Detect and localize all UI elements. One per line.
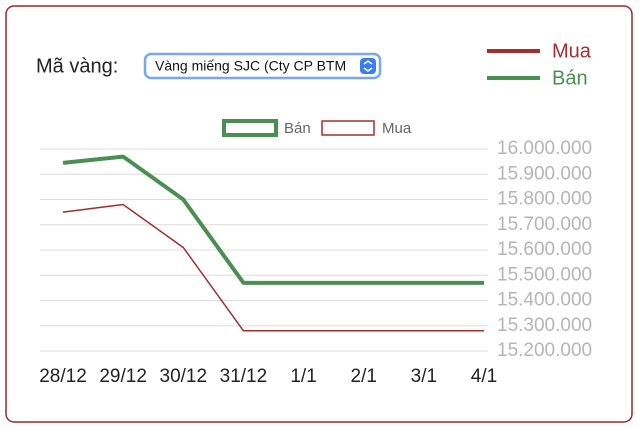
- frame: [5, 5, 633, 423]
- legend-label: Mua: [382, 120, 412, 137]
- y-tick-label: 15.300.000: [497, 315, 592, 336]
- x-tick-label: 28/12: [39, 366, 87, 387]
- legend-swatch: [321, 120, 375, 136]
- x-tick-label: 31/12: [220, 366, 268, 387]
- select-box[interactable]: [143, 52, 382, 80]
- select-value[interactable]: Vàng miếng SJC (Cty CP BTM: [155, 58, 346, 74]
- y-tick-label: 15.400.000: [497, 290, 592, 311]
- select-label: Mã vàng:: [36, 55, 118, 77]
- legend-label: Bán: [552, 67, 588, 89]
- legend-label: Mua: [552, 40, 592, 62]
- x-tick-label: 2/1: [351, 366, 377, 387]
- y-tick-label: 15.500.000: [497, 264, 592, 285]
- y-tick-label: 15.600.000: [497, 239, 592, 260]
- y-tick-label: 15.900.000: [497, 163, 592, 184]
- select-arrow-icon: [363, 60, 373, 72]
- y-tick-label: 16.000.000: [497, 138, 592, 159]
- x-tick-label: 4/1: [471, 366, 497, 387]
- y-tick-label: 15.700.000: [497, 214, 592, 235]
- legend-label: Bán: [284, 120, 311, 137]
- x-tick-label: 29/12: [99, 366, 147, 387]
- x-tick-label: 3/1: [411, 366, 437, 387]
- series-line: [62, 203, 484, 332]
- x-tick-label: 1/1: [290, 366, 316, 387]
- y-tick-label: 15.200.000: [497, 340, 592, 361]
- series-line: [62, 154, 484, 285]
- x-tick-label: 30/12: [160, 366, 208, 387]
- select-arrow[interactable]: [360, 58, 376, 74]
- y-tick-label: 15.800.000: [497, 189, 592, 210]
- legend-swatch: [222, 119, 278, 137]
